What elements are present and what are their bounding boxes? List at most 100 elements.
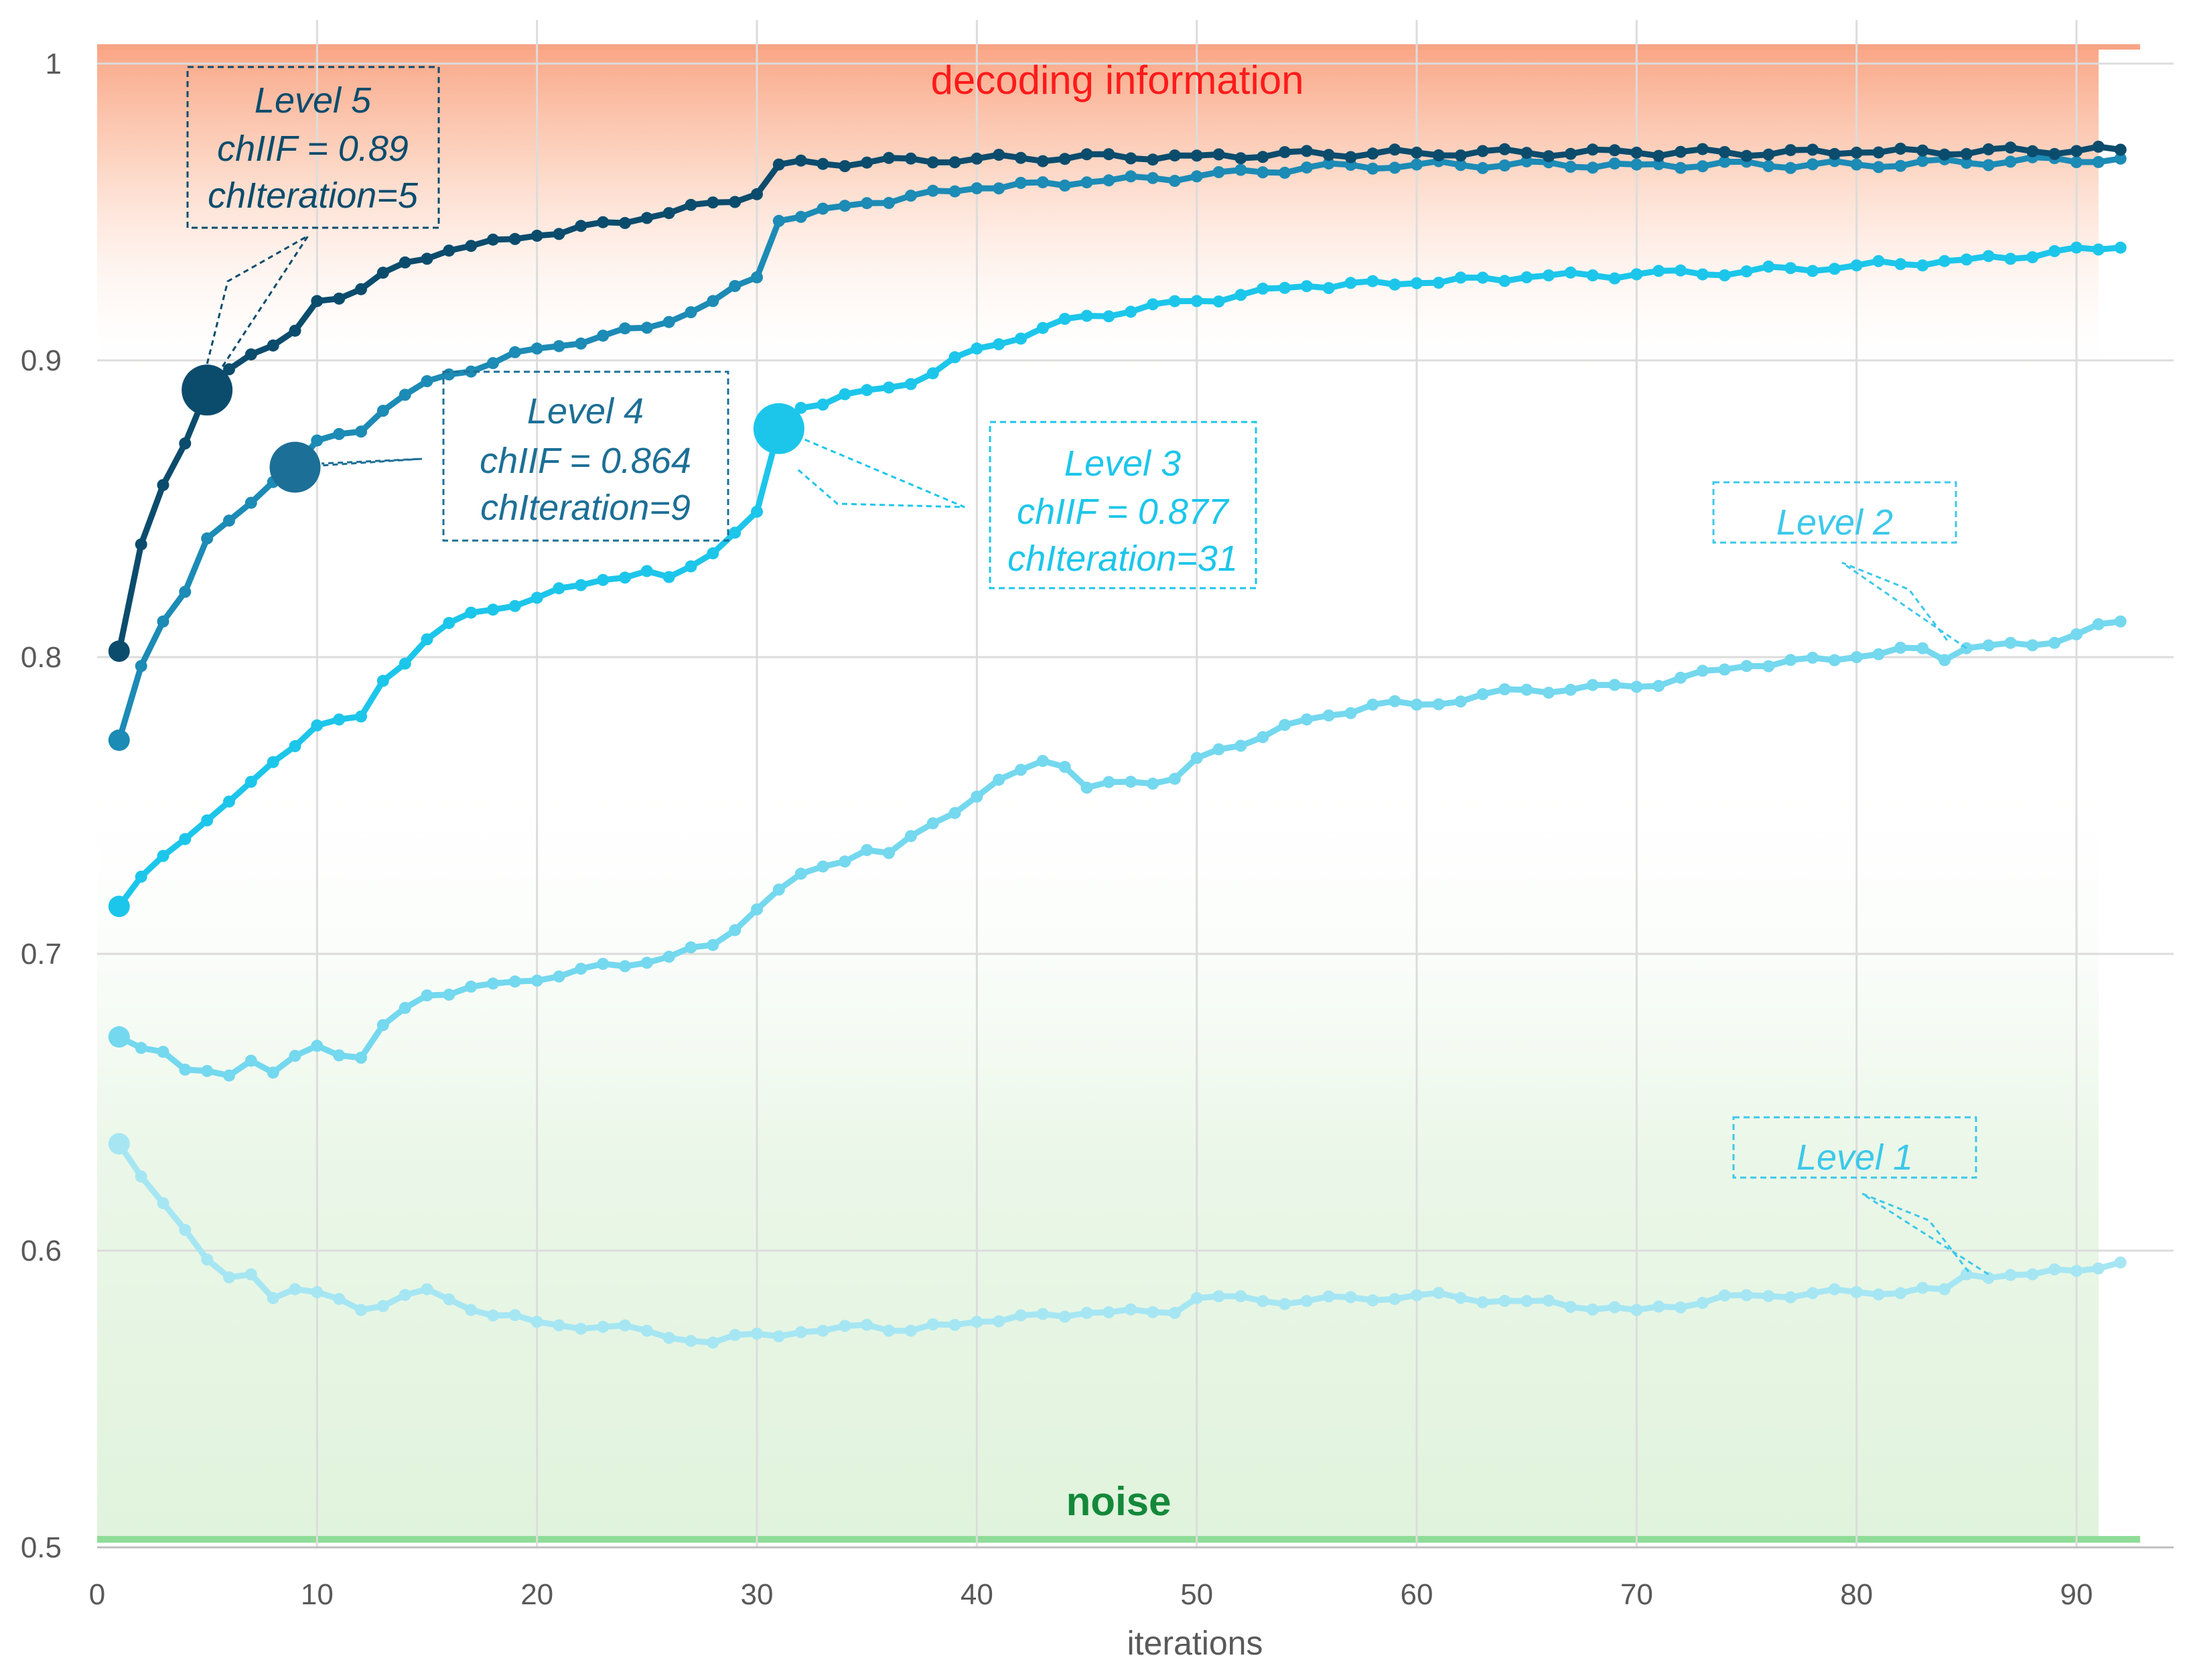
- data-point: [2048, 147, 2061, 160]
- data-point: [1784, 654, 1797, 667]
- marker-point: [753, 403, 804, 454]
- data-point: [2114, 1256, 2127, 1269]
- data-point: [794, 867, 807, 880]
- data-point: [1257, 151, 1269, 163]
- x-tick-label: 60: [1401, 1578, 1433, 1611]
- data-point: [729, 196, 742, 208]
- data-point: [575, 963, 587, 975]
- data-point: [1894, 159, 1907, 172]
- data-point: [355, 1304, 367, 1316]
- data-point: [179, 1224, 192, 1236]
- data-point: [355, 710, 367, 723]
- data-point: [883, 151, 895, 164]
- data-point: [575, 337, 587, 350]
- data-point: [1696, 1297, 1709, 1309]
- data-point: [1147, 153, 1159, 166]
- data-point: [1960, 157, 1973, 169]
- data-point: [1916, 1281, 1929, 1294]
- data-point: [1828, 263, 1841, 275]
- data-point: [2004, 141, 2017, 154]
- data-point: [223, 514, 235, 527]
- data-point: [1807, 1287, 1819, 1300]
- data-point: [1939, 255, 1951, 267]
- data-point: [465, 980, 478, 993]
- data-point: [1080, 309, 1093, 322]
- data-point: [179, 1063, 192, 1076]
- data-point: [1894, 642, 1907, 654]
- data-point: [662, 1332, 675, 1344]
- data-point: [201, 814, 214, 827]
- data-point: [1696, 160, 1709, 173]
- annotation-leader: [1861, 1192, 1989, 1275]
- annotation-level-3: Level 3 chIIF = 0.877 chIteration=31: [753, 403, 1257, 589]
- data-point: [1411, 146, 1423, 159]
- data-point: [1125, 776, 1137, 788]
- data-point: [399, 256, 411, 269]
- data-point: [1718, 146, 1731, 158]
- data-point: [1168, 175, 1181, 187]
- annotation-iteration: chIteration=31: [1007, 539, 1238, 579]
- marker-point: [182, 364, 233, 416]
- annotation-title: Level 2: [1776, 502, 1893, 543]
- data-point: [487, 233, 499, 246]
- data-point: [1168, 149, 1181, 162]
- annotation-iteration: chIteration=5: [208, 176, 419, 216]
- data-point: [794, 210, 807, 223]
- data-point: [751, 271, 763, 283]
- series-layer: [108, 141, 2127, 1349]
- data-point: [108, 640, 130, 662]
- data-point: [1366, 162, 1379, 175]
- data-point: [1675, 264, 1687, 277]
- data-point: [399, 1001, 411, 1014]
- data-point: [1279, 281, 1291, 294]
- data-point: [1982, 1271, 1995, 1284]
- data-point: [597, 573, 610, 586]
- data-point: [1366, 147, 1379, 160]
- data-point: [1080, 148, 1093, 161]
- data-point: [2092, 141, 2105, 153]
- data-point: [311, 1286, 324, 1298]
- x-tick-label: 20: [520, 1578, 553, 1611]
- data-point: [1916, 155, 1929, 167]
- data-point: [1300, 713, 1313, 725]
- data-point: [2114, 152, 2127, 165]
- data-point: [2026, 1268, 2039, 1281]
- data-point: [1675, 671, 1687, 684]
- data-point: [1212, 148, 1225, 161]
- data-point: [2026, 251, 2039, 263]
- data-point: [465, 365, 478, 378]
- data-point: [1586, 679, 1599, 691]
- data-point: [1498, 1295, 1511, 1307]
- data-point: [223, 1271, 235, 1283]
- data-point: [993, 1315, 1005, 1328]
- data-point: [1279, 719, 1291, 731]
- data-point: [926, 367, 939, 380]
- data-point: [1036, 1308, 1049, 1320]
- data-point: [1454, 1291, 1467, 1304]
- data-point: [1454, 159, 1467, 171]
- data-point: [553, 228, 565, 240]
- data-point: [640, 1324, 653, 1337]
- data-point: [1718, 155, 1731, 168]
- data-point: [861, 844, 873, 856]
- data-point: [1960, 147, 1973, 160]
- x-tick-label: 40: [961, 1578, 993, 1611]
- data-point: [1125, 1303, 1137, 1316]
- data-point: [1257, 166, 1269, 179]
- data-point: [157, 479, 169, 492]
- data-point: [1279, 166, 1291, 179]
- data-point: [2070, 1265, 2083, 1277]
- data-point: [1784, 262, 1797, 275]
- data-point: [772, 1330, 785, 1342]
- data-point: [707, 295, 719, 307]
- data-point: [2048, 244, 2061, 257]
- data-point: [135, 660, 147, 673]
- data-point: [421, 375, 433, 387]
- y-tick-label: 1: [46, 48, 62, 80]
- data-point: [1521, 683, 1533, 696]
- data-point: [531, 342, 543, 355]
- data-point: [2092, 618, 2105, 630]
- data-point: [1543, 150, 1555, 163]
- data-point: [443, 1293, 455, 1306]
- data-point: [1939, 654, 1951, 667]
